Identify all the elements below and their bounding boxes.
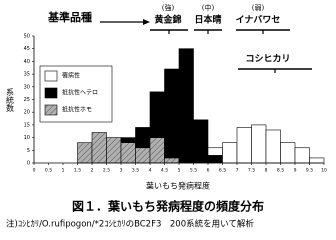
x-tick-label: 1 bbox=[62, 168, 65, 174]
bar bbox=[77, 142, 93, 164]
x-tick-label: 5 bbox=[178, 168, 181, 174]
annotation: 黄金錦 bbox=[154, 14, 181, 26]
x-tick-label: 8.5 bbox=[277, 168, 284, 174]
legend-swatch bbox=[44, 104, 58, 116]
annotation: コシヒカリ bbox=[245, 54, 290, 65]
x-tick-label: 5.5 bbox=[190, 168, 197, 174]
bar bbox=[294, 147, 310, 164]
bar bbox=[207, 155, 223, 164]
bar bbox=[207, 147, 223, 156]
annotation: イナバワセ bbox=[236, 15, 281, 26]
note: 注)ｺｼﾋｶﾘ/O.rufipogon/*2ｺｼﾋｶﾘのBC2F3 200系統を… bbox=[6, 219, 254, 230]
bar bbox=[135, 147, 151, 164]
pointer-head bbox=[143, 19, 150, 25]
x-tick-label: 9 bbox=[294, 168, 297, 174]
x-tick-label: 0.5 bbox=[45, 168, 52, 174]
y-tick-label: 20 bbox=[24, 110, 30, 116]
legend-label: 抵抗性ホモ bbox=[62, 106, 92, 114]
bar bbox=[309, 157, 325, 164]
x-tick-label: 6 bbox=[207, 168, 210, 174]
bar bbox=[280, 142, 296, 164]
x-tick-label: 7.5 bbox=[248, 168, 255, 174]
y-tick-label: 5 bbox=[27, 148, 30, 154]
x-axis-label: 葉いもち発病程度 bbox=[146, 181, 210, 191]
page: 系統数 葉いもち発病程度 図１．葉いもち発病程度の頻度分布 注)ｺｼﾋｶﾘ/O.… bbox=[5, 3, 327, 230]
chart-title: 図１．葉いもち発病程度の頻度分布 bbox=[72, 199, 264, 214]
bar bbox=[106, 137, 122, 164]
x-tick-label: 3 bbox=[120, 168, 123, 174]
y-axis-label: 系統数 bbox=[6, 87, 15, 113]
chart: 系統数 葉いもち発病程度 図１．葉いもち発病程度の頻度分布 注)ｺｼﾋｶﾘ/O.… bbox=[6, 3, 327, 230]
y-tick-label: 10 bbox=[24, 135, 30, 141]
x-tick-label: 1.5 bbox=[74, 168, 81, 174]
annotation: 日本晴 bbox=[194, 14, 221, 26]
bar bbox=[251, 124, 267, 164]
x-tick-label: 10 bbox=[321, 168, 327, 174]
bar bbox=[178, 48, 194, 164]
x-tick-label: 2.5 bbox=[103, 168, 110, 174]
x-tick-label: 6.5 bbox=[219, 168, 226, 174]
legend-label: 抵抗性ヘテロ bbox=[62, 89, 98, 97]
legend-label: 罹病性 bbox=[62, 72, 80, 80]
bar bbox=[193, 119, 209, 164]
bar bbox=[265, 129, 281, 164]
x-tick-label: 8 bbox=[265, 168, 268, 174]
legend-swatch bbox=[44, 87, 58, 99]
x-tick-label: 9.5 bbox=[306, 168, 313, 174]
y-tick-label: 15 bbox=[24, 122, 30, 128]
bar bbox=[236, 127, 252, 164]
bar bbox=[222, 142, 238, 164]
bar bbox=[164, 157, 180, 164]
annotation: (強) bbox=[162, 4, 175, 12]
y-tick-label: 35 bbox=[24, 72, 30, 78]
annotation: 基準品種 bbox=[47, 10, 92, 24]
x-tick-label: 4 bbox=[149, 168, 152, 174]
legend-swatch bbox=[44, 70, 58, 82]
bar bbox=[91, 132, 107, 164]
x-tick-label: 2 bbox=[91, 168, 94, 174]
y-tick-label: 30 bbox=[24, 84, 30, 90]
x-tick-label: 4.5 bbox=[161, 168, 168, 174]
y-tick-label: 45 bbox=[24, 46, 30, 52]
x-tick-label: 7 bbox=[236, 168, 239, 174]
y-tick-label: 0 bbox=[27, 161, 30, 167]
bar bbox=[149, 137, 165, 164]
bar bbox=[135, 127, 151, 149]
y-tick-label: 25 bbox=[24, 97, 30, 103]
annotation: (弱) bbox=[252, 4, 265, 12]
bar bbox=[120, 142, 136, 164]
y-tick-label: 40 bbox=[24, 59, 30, 65]
x-tick-label: 0 bbox=[33, 168, 36, 174]
bar bbox=[164, 68, 180, 159]
bar bbox=[120, 137, 136, 143]
annotation: (中) bbox=[202, 3, 215, 12]
x-tick-label: 3.5 bbox=[132, 168, 139, 174]
bar bbox=[149, 91, 165, 138]
y-tick-label: 50 bbox=[24, 34, 30, 40]
